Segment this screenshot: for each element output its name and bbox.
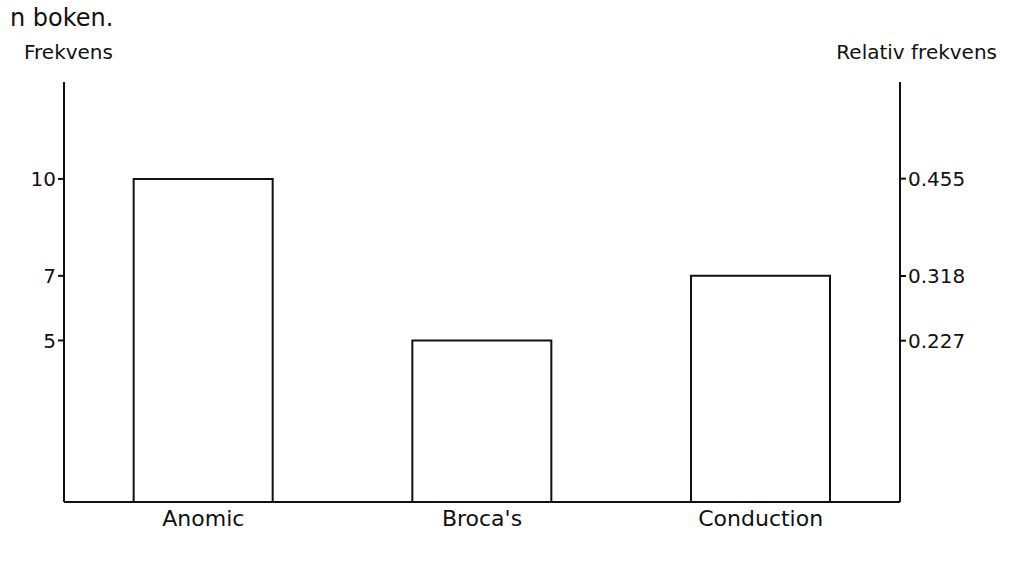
svg-text:7: 7	[43, 264, 56, 288]
svg-text:10: 10	[31, 167, 56, 191]
svg-text:0.227: 0.227	[908, 329, 965, 353]
html-text:Frekvens: Frekvens	[24, 40, 113, 64]
svg-text:Anomic: Anomic	[162, 506, 244, 531]
html-text:Relativ frekvens: Relativ frekvens	[836, 40, 997, 64]
svg-text:0.455: 0.455	[908, 167, 965, 191]
html-text:n boken.: n boken.	[10, 4, 114, 32]
svg-text:Conduction: Conduction	[698, 506, 823, 531]
svg-text:0.318: 0.318	[908, 264, 965, 288]
svg-text:5: 5	[43, 329, 56, 353]
svg-text:Broca's: Broca's	[442, 506, 522, 531]
